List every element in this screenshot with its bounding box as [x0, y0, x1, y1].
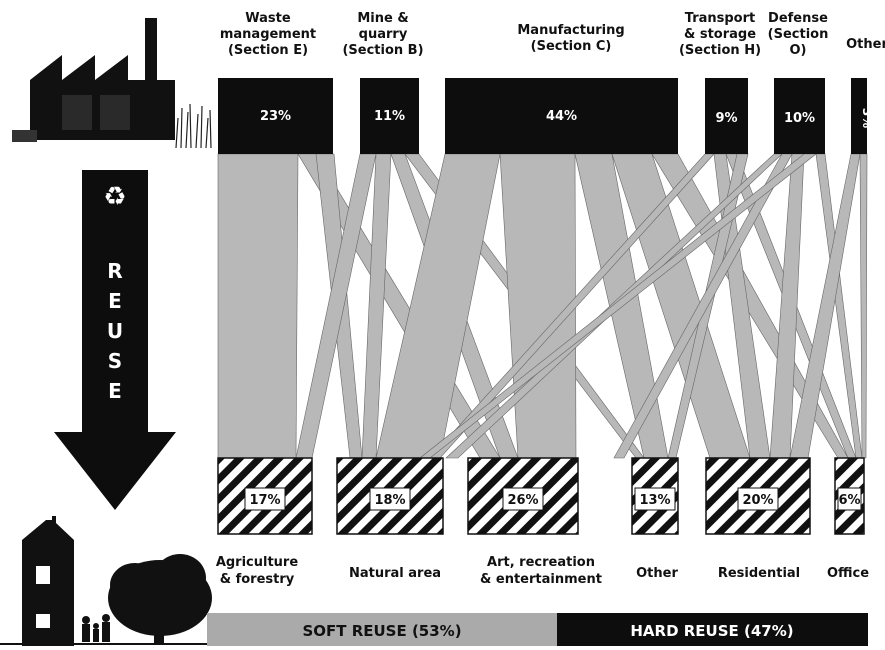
source-percent-defense: 10% [784, 111, 815, 126]
factory-icon [12, 18, 212, 149]
family-icon [82, 614, 110, 642]
reuse-letter-0: R [107, 259, 122, 283]
target-percent-office: 6% [838, 493, 860, 508]
flow-bands [217, 153, 868, 459]
flow-other-to-office [859, 153, 868, 459]
target-percent-box-residential [737, 487, 779, 511]
source-percent-other: 3% [860, 108, 874, 128]
source-box-manufacturing [445, 78, 678, 154]
reuse-letter-1: E [108, 289, 122, 313]
target-label-other_use: Other [636, 566, 678, 581]
source-percent-manufacturing: 44% [546, 109, 577, 124]
reuse-destinations: 17% Agriculture & forestry 18% Natural area 2… [216, 457, 869, 587]
target-percent-box-art [502, 487, 544, 511]
reuse-letter-2: U [107, 319, 123, 343]
source-box-other [851, 78, 867, 154]
target-percent-box-office [837, 487, 862, 511]
target-percent-box-agriculture [244, 487, 286, 511]
target-percent-other_use: 13% [639, 493, 670, 508]
source-percent-waste: 23% [260, 109, 291, 124]
hard-reuse-bar [557, 613, 868, 646]
reuse-arrow [54, 170, 176, 510]
reuse-word: REUSE [107, 259, 123, 403]
source-sectors: 23% Waste management (Section E) 11% Mine & qu… [218, 11, 885, 154]
source-label-defense: Defense (Section O) [768, 11, 829, 58]
target-percent-natural: 18% [374, 493, 405, 508]
target-label-agriculture: Agriculture & forestry [216, 555, 299, 587]
flow-waste-to-agriculture [217, 153, 299, 459]
source-label-manufacturing: Manufacturing (Section C) [517, 23, 624, 54]
target-percent-residential: 20% [742, 493, 773, 508]
target-percent-agriculture: 17% [249, 493, 280, 508]
target-percent-box-natural [369, 487, 411, 511]
tree-icon [108, 554, 212, 643]
source-label-waste: Waste management (Section E) [220, 11, 316, 58]
source-box-defense [774, 78, 825, 154]
source-box-waste [218, 78, 333, 154]
target-percent-art: 26% [507, 493, 538, 508]
target-label-residential: Residential [718, 566, 800, 581]
house-icon [22, 516, 74, 646]
reuse-letter-4: E [108, 379, 122, 403]
target-label-natural: Natural area [349, 566, 441, 581]
target-percent-box-other_use [634, 487, 676, 511]
source-box-mine [360, 78, 419, 154]
hard-reuse-label: HARD REUSE (47%) [630, 622, 793, 640]
source-percent-mine: 11% [374, 109, 405, 124]
source-box-transport [705, 78, 748, 154]
soft-reuse-bar [207, 613, 557, 646]
source-percent-transport: 9% [715, 111, 737, 126]
reuse-letter-3: S [108, 349, 122, 373]
flow-manufacturing-to-art [499, 153, 577, 459]
soft-reuse-label: SOFT REUSE (53%) [302, 622, 461, 640]
recycle-icon: ♻ [103, 182, 126, 212]
source-label-mine: Mine & quarry (Section B) [342, 11, 423, 58]
source-label-other: Other [846, 37, 885, 52]
target-label-art: Art, recreation & entertainment [480, 555, 602, 587]
source-label-transport: Transport & storage (Section H) [679, 11, 761, 58]
target-label-office: Office [827, 566, 869, 581]
svg-text:♻: ♻ [103, 182, 126, 212]
